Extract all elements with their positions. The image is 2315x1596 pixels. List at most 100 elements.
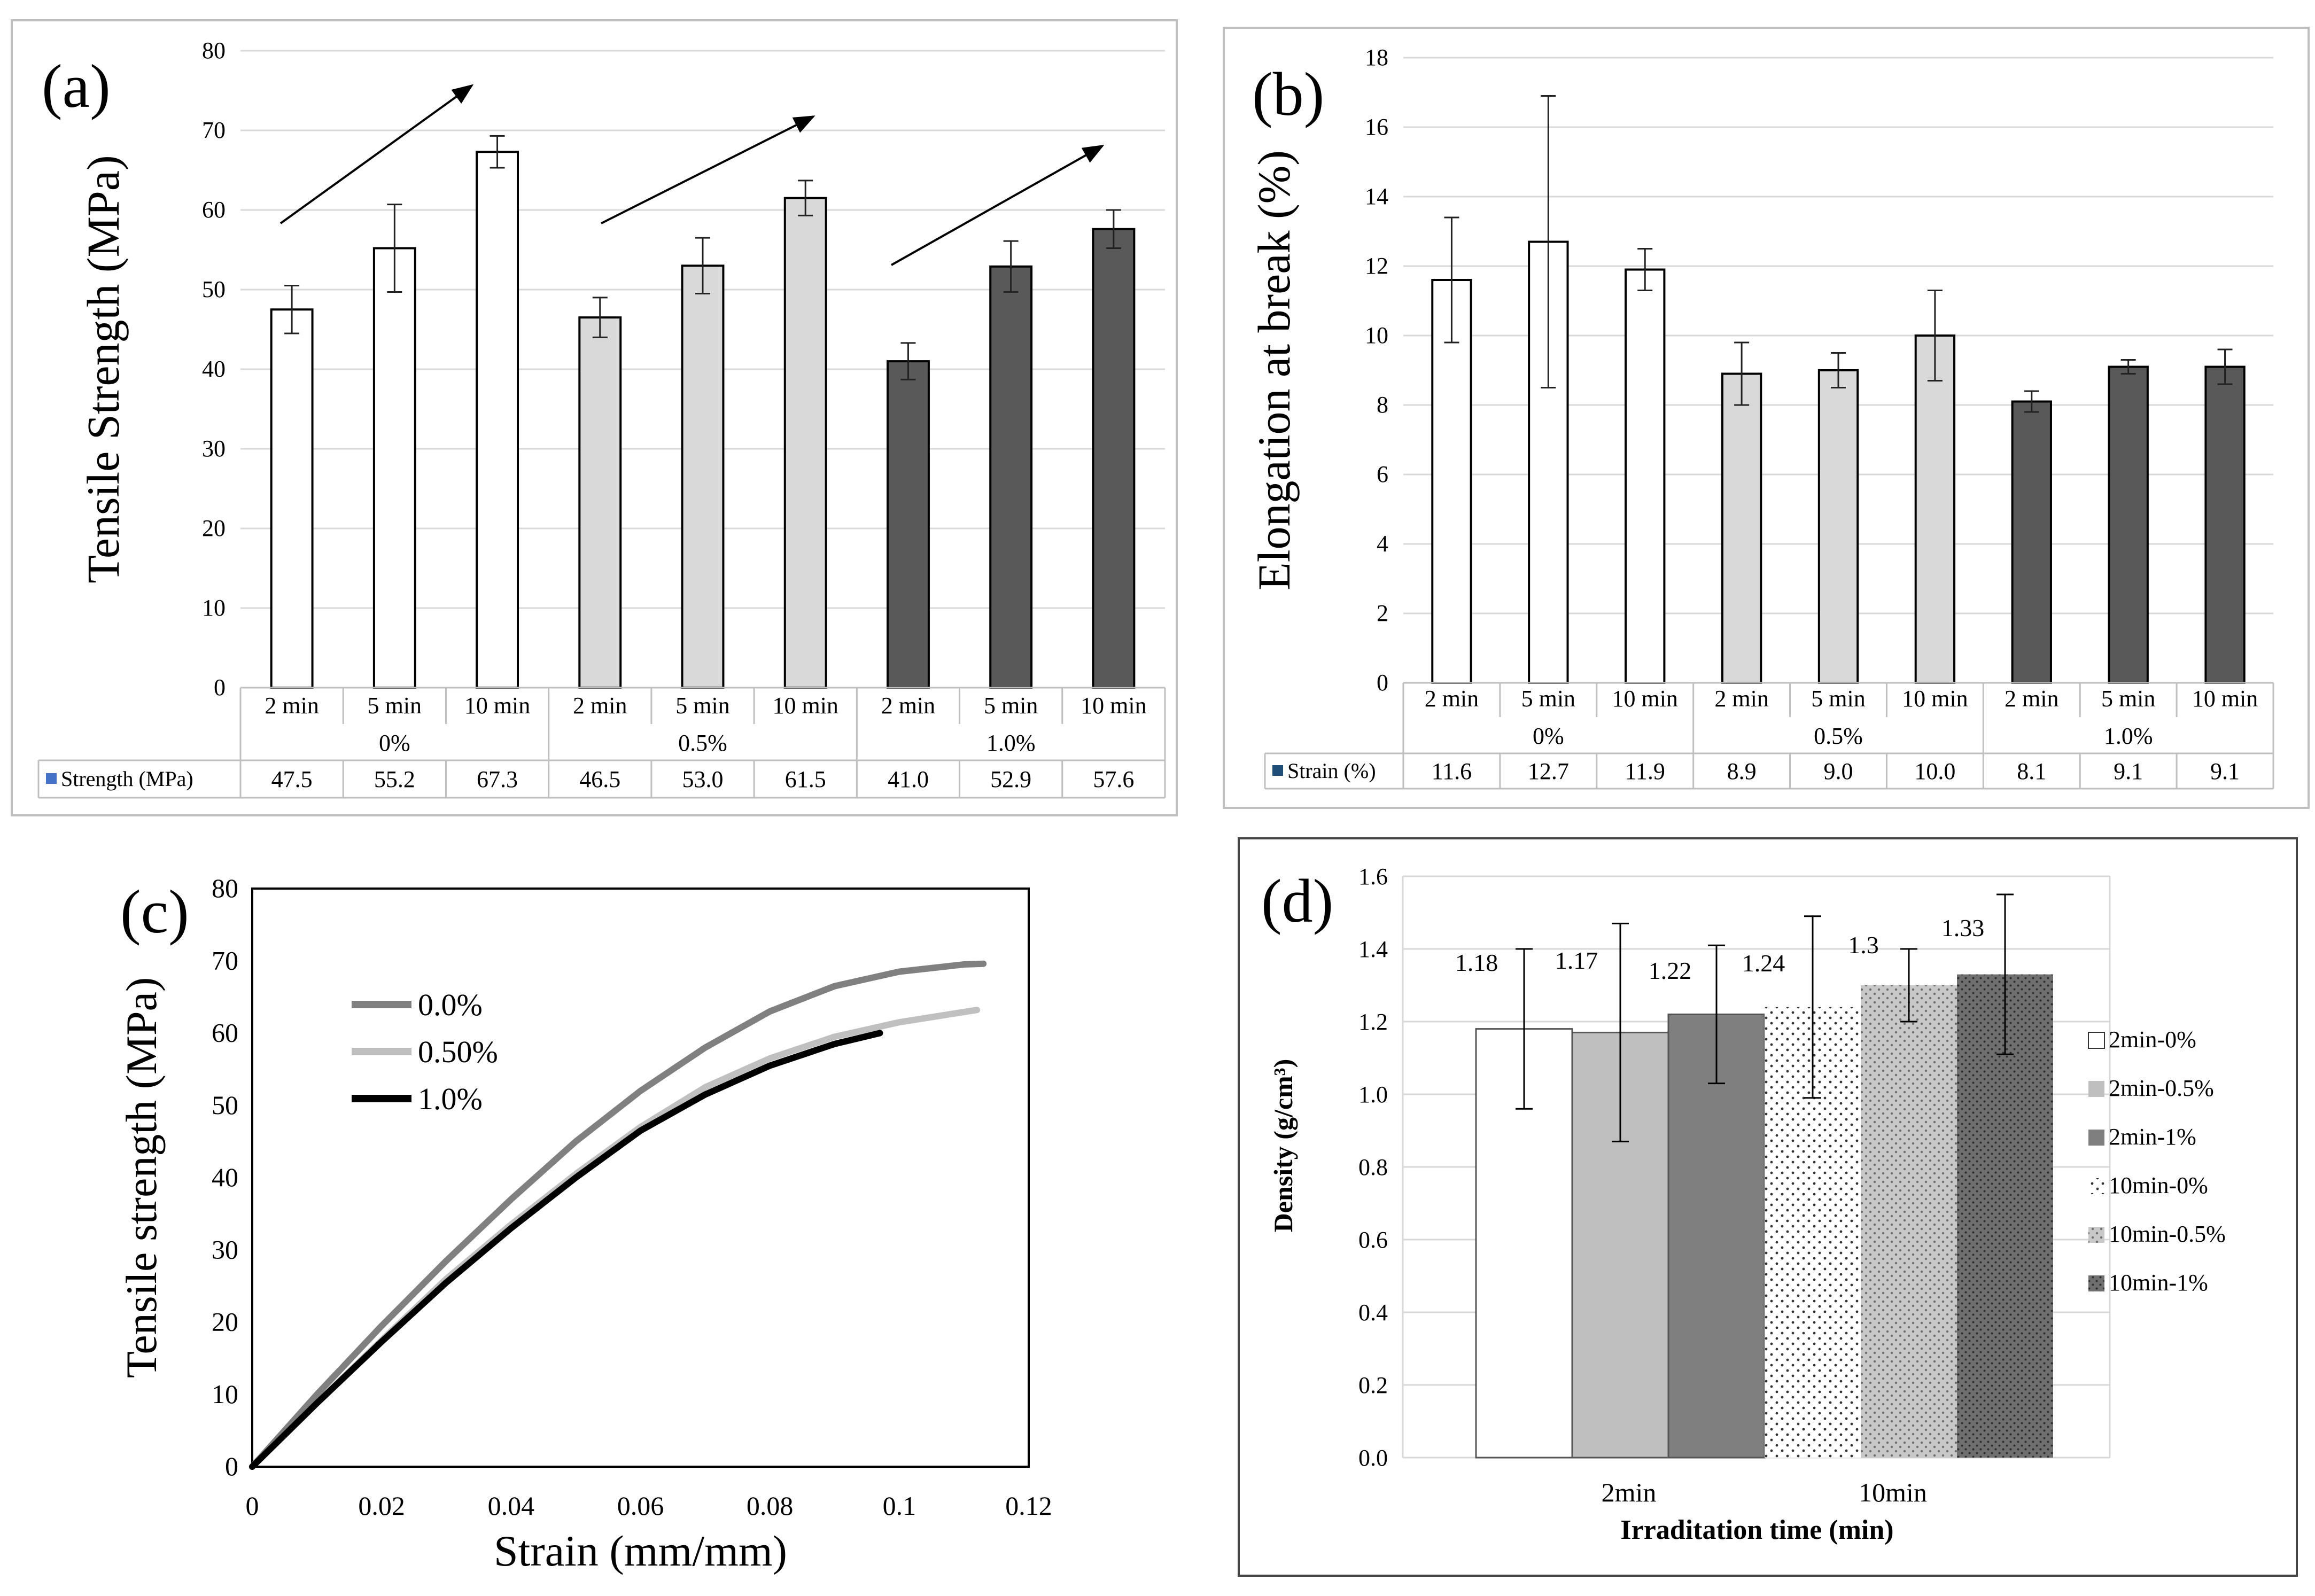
y-tick-label: 10 xyxy=(1365,322,1388,348)
trend-arrow xyxy=(891,145,1105,266)
y-tick-label: 1.2 xyxy=(1358,1009,1388,1035)
trend-arrow xyxy=(279,84,474,224)
data-label: 47.5 xyxy=(271,766,313,792)
group-label: 0.5% xyxy=(678,730,727,756)
x-tick-label: 10 min xyxy=(464,692,530,719)
data-label: 8.1 xyxy=(2017,758,2046,784)
x-tick-label: 5 min xyxy=(2101,686,2155,712)
x-axis-label: Strain (mm/mm) xyxy=(494,1527,787,1575)
bar xyxy=(887,360,930,689)
x-tick-label: 10 min xyxy=(772,692,838,719)
panel-b: 0 2 4 6 8 10 12 14 16 18 Elongation at break (%) 2 … xyxy=(1248,44,2274,790)
y-tick-label: 0 xyxy=(225,1451,238,1481)
y-tick-label: 20 xyxy=(202,515,226,541)
bar xyxy=(1667,1013,1766,1459)
bar xyxy=(578,316,622,689)
data-label: 55.2 xyxy=(374,766,415,792)
panel-c-tag: (c) xyxy=(120,878,189,946)
data-label: 67.3 xyxy=(477,766,518,792)
y-tick-label: 70 xyxy=(202,117,226,143)
bar xyxy=(2108,365,2149,684)
group-label: 0% xyxy=(1533,723,1564,749)
x-tick-label: 0.02 xyxy=(358,1491,405,1521)
y-tick-label: 0.6 xyxy=(1358,1227,1388,1253)
data-label: 1.24 xyxy=(1742,949,1785,977)
legend-label: 1.0% xyxy=(418,1081,483,1116)
data-label: 61.5 xyxy=(785,766,826,792)
data-label: 8.9 xyxy=(1727,758,1757,784)
x-tick-label: 10 min xyxy=(1081,692,1146,719)
x-tick-label: 5 min xyxy=(675,692,729,719)
y-axis-label: Density (g/cm³) xyxy=(1268,1059,1298,1233)
data-label: 41.0 xyxy=(888,766,929,792)
x-tick-label: 5 min xyxy=(1811,686,1865,712)
x-axis-label: Irraditation time (min) xyxy=(1620,1515,1893,1545)
x-tick-label: 2 min xyxy=(2005,686,2058,712)
y-tick-label: 0 xyxy=(214,674,226,700)
bar xyxy=(1721,372,1762,684)
data-label: 11.9 xyxy=(1625,758,1665,784)
y-tick-label: 6 xyxy=(1377,461,1388,487)
y-tick-label: 60 xyxy=(202,197,226,223)
y-tick-label: 0.0 xyxy=(1358,1445,1388,1471)
data-label: 52.9 xyxy=(990,766,1031,792)
panel-b-tag: (b) xyxy=(1252,60,1324,129)
trend-arrow xyxy=(601,115,815,224)
y-tick-label: 80 xyxy=(212,873,238,903)
data-label: 9.1 xyxy=(2114,758,2143,784)
x-tick-label: 2 min xyxy=(1425,686,1479,712)
legend-label: 10min-1% xyxy=(2109,1270,2208,1296)
y-tick-label: 0.8 xyxy=(1358,1154,1388,1180)
legend-swatch xyxy=(2088,1081,2104,1097)
bar xyxy=(1861,985,1957,1458)
plot-frame xyxy=(251,887,1030,1468)
group-label: 0.5% xyxy=(1814,723,1863,749)
y-tick-label: 14 xyxy=(1365,183,1388,209)
panel-a-tag: (a) xyxy=(42,52,111,121)
x-tick-label: 0.04 xyxy=(488,1491,535,1521)
y-tick-label: 0 xyxy=(1377,669,1388,696)
data-label: 1.33 xyxy=(1941,914,1985,941)
bar xyxy=(476,151,519,689)
x-tick-label: 2 min xyxy=(1714,686,1768,712)
y-axis-label: Tensile Strength (MPa) xyxy=(77,155,129,583)
y-axis-label: Elongation at break (%) xyxy=(1248,150,1300,590)
x-tick-label: 5 min xyxy=(1521,686,1575,712)
legend-label: 2min-0.5% xyxy=(2109,1075,2214,1101)
y-tick-label: 2 xyxy=(1377,600,1388,626)
data-label: 10.0 xyxy=(1914,758,1955,784)
data-label: 1.22 xyxy=(1649,957,1692,984)
y-tick-label: 18 xyxy=(1365,44,1388,71)
bar xyxy=(1817,369,1859,684)
legend-label: 10min-0% xyxy=(2109,1172,2208,1198)
x-tick-label: 5 min xyxy=(368,692,422,719)
x-tick-label: 2 min xyxy=(881,692,935,719)
y-tick-label: 4 xyxy=(1377,531,1388,557)
legend-label: 2min-0% xyxy=(2109,1026,2196,1053)
data-label: 9.0 xyxy=(1824,758,1853,784)
x-tick-label: 0.06 xyxy=(617,1491,664,1521)
panel-d-frame xyxy=(1238,837,2298,1577)
legend-label: 10min-0.5% xyxy=(2109,1221,2226,1247)
x-tick-label: 0.08 xyxy=(747,1491,794,1521)
data-label: 53.0 xyxy=(682,766,724,792)
x-tick-label: 10 min xyxy=(2192,686,2258,712)
group-label: 0% xyxy=(379,730,410,756)
legend-label: Strength (MPa) xyxy=(61,767,193,791)
legend-label: 2min-1% xyxy=(2109,1124,2196,1150)
y-tick-label: 10 xyxy=(202,595,226,621)
data-label: 57.6 xyxy=(1093,766,1134,792)
bar xyxy=(372,247,416,689)
panel-a-frame xyxy=(11,19,1178,816)
legend-swatch xyxy=(2088,1227,2104,1243)
panel-d: 0.0 0.2 0.4 0.6 0.8 1.0 1.2 1.4 1.6 Density (g/cm… xyxy=(1268,863,2226,1545)
bar xyxy=(989,265,1033,689)
x-tick-label: 10 min xyxy=(1612,686,1677,712)
y-tick-label: 8 xyxy=(1377,392,1388,418)
bar xyxy=(2011,400,2052,684)
legend-label: 0.0% xyxy=(418,987,483,1022)
bar xyxy=(2204,365,2246,684)
y-tick-label: 40 xyxy=(202,356,226,382)
bar xyxy=(681,264,725,689)
